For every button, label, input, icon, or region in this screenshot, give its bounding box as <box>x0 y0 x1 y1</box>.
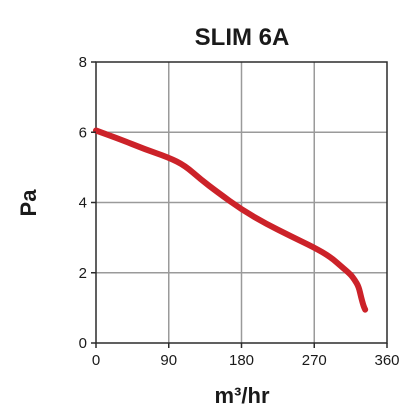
y-axis-label: Pa <box>16 189 41 217</box>
y-tick-label: 6 <box>79 124 87 141</box>
x-tick-label: 0 <box>92 352 100 369</box>
x-tick-label: 180 <box>229 352 254 369</box>
y-tick-label: 2 <box>79 265 87 282</box>
x-axis-label: m³/hr <box>215 383 270 408</box>
series-layer <box>93 127 369 313</box>
y-tick-label: 0 <box>79 335 87 352</box>
y-tick-label: 8 <box>79 54 87 71</box>
x-tick-label: 360 <box>374 352 399 369</box>
y-tick-label: 4 <box>79 195 87 212</box>
x-tick-label: 90 <box>160 352 177 369</box>
grid-layer <box>96 62 387 343</box>
x-tick-label: 270 <box>302 352 327 369</box>
chart-title: SLIM 6A <box>195 24 290 51</box>
tick-labels: 0 90 180 270 360 0 2 4 6 8 <box>79 54 400 369</box>
series-line <box>93 127 369 313</box>
